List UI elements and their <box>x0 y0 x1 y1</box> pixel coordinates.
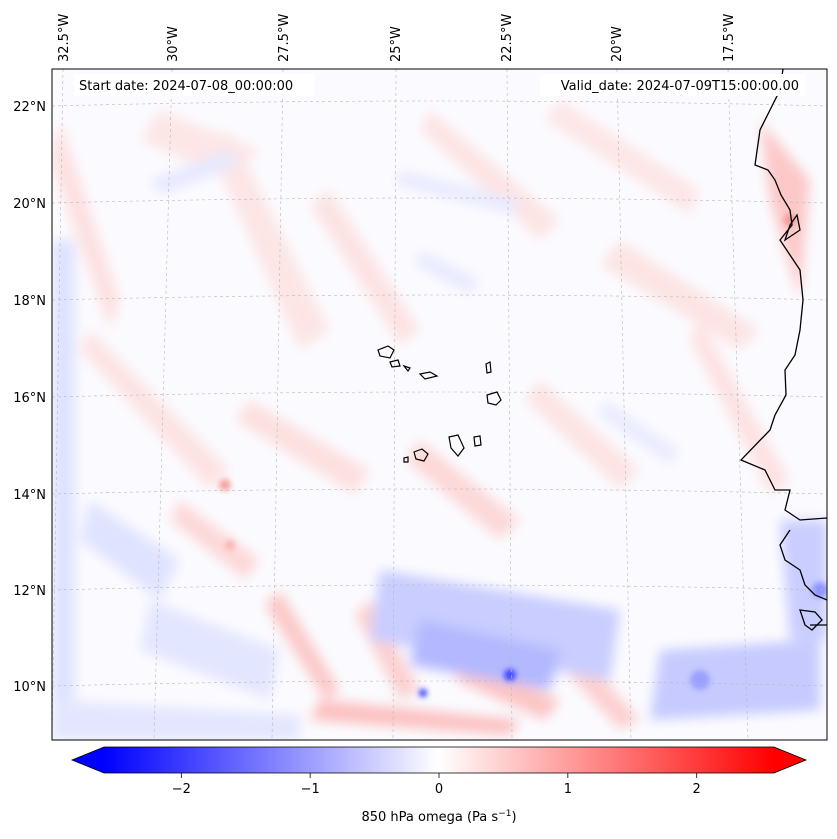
lon-label: 30°W <box>166 26 181 62</box>
lat-label: 18°N <box>13 294 46 309</box>
lat-label: 22°N <box>13 100 46 115</box>
colorbar-gradient <box>104 747 774 773</box>
latitude-labels: 22°N 20°N 18°N 16°N 14°N 12°N 10°N <box>13 100 46 695</box>
lat-label: 12°N <box>13 584 46 599</box>
coastline <box>739 69 827 631</box>
colorbar-min-arrow <box>72 747 104 773</box>
lon-label: 25°W <box>389 26 404 62</box>
colorbar-tick-label: 2 <box>693 782 701 797</box>
colorbar: −2 −1 0 1 2 850 hPa omega (Pa s−1) <box>70 746 808 825</box>
lon-label: 27.5°W <box>277 14 292 62</box>
lon-label: 32.5°W <box>57 14 72 62</box>
lat-label: 16°N <box>13 391 46 406</box>
graticule <box>52 69 827 740</box>
longitude-labels: 32.5°W 30°W 27.5°W 25°W 22.5°W 20°W 17.5… <box>57 14 737 62</box>
lon-label: 20°W <box>610 26 625 62</box>
start-date-box <box>74 74 314 96</box>
colorbar-tick-label: −2 <box>172 782 191 797</box>
start-date-label: Start date: 2024-07-08_00:00:00 <box>79 79 293 94</box>
map-frame <box>51 68 828 741</box>
valid-date-label: Valid_date: 2024-07-09T15:00:00.00 <box>561 79 799 94</box>
lat-label: 14°N <box>13 488 46 503</box>
omega-field: Start date: 2024-07-08_00:00:00 Valid_da… <box>52 69 827 740</box>
lon-label: 17.5°W <box>722 14 737 62</box>
omega-extremes <box>219 214 827 697</box>
colorbar-tick-label: −1 <box>301 782 320 797</box>
valid-date-box <box>540 74 805 96</box>
omega-patches <box>52 100 827 740</box>
colorbar-label: 850 hPa omega (Pa s−1) <box>361 809 516 825</box>
colorbar-tick-label: 0 <box>435 782 443 797</box>
lon-label: 22.5°W <box>500 14 515 62</box>
lat-label: 10°N <box>13 680 46 695</box>
cape-verde-islands <box>377 345 502 463</box>
colorbar-max-arrow <box>774 747 806 773</box>
colorbar-ticks: −2 −1 0 1 2 <box>172 773 701 797</box>
colorbar-outline <box>70 746 808 774</box>
lat-label: 20°N <box>13 197 46 212</box>
colorbar-tick-label: 1 <box>564 782 572 797</box>
